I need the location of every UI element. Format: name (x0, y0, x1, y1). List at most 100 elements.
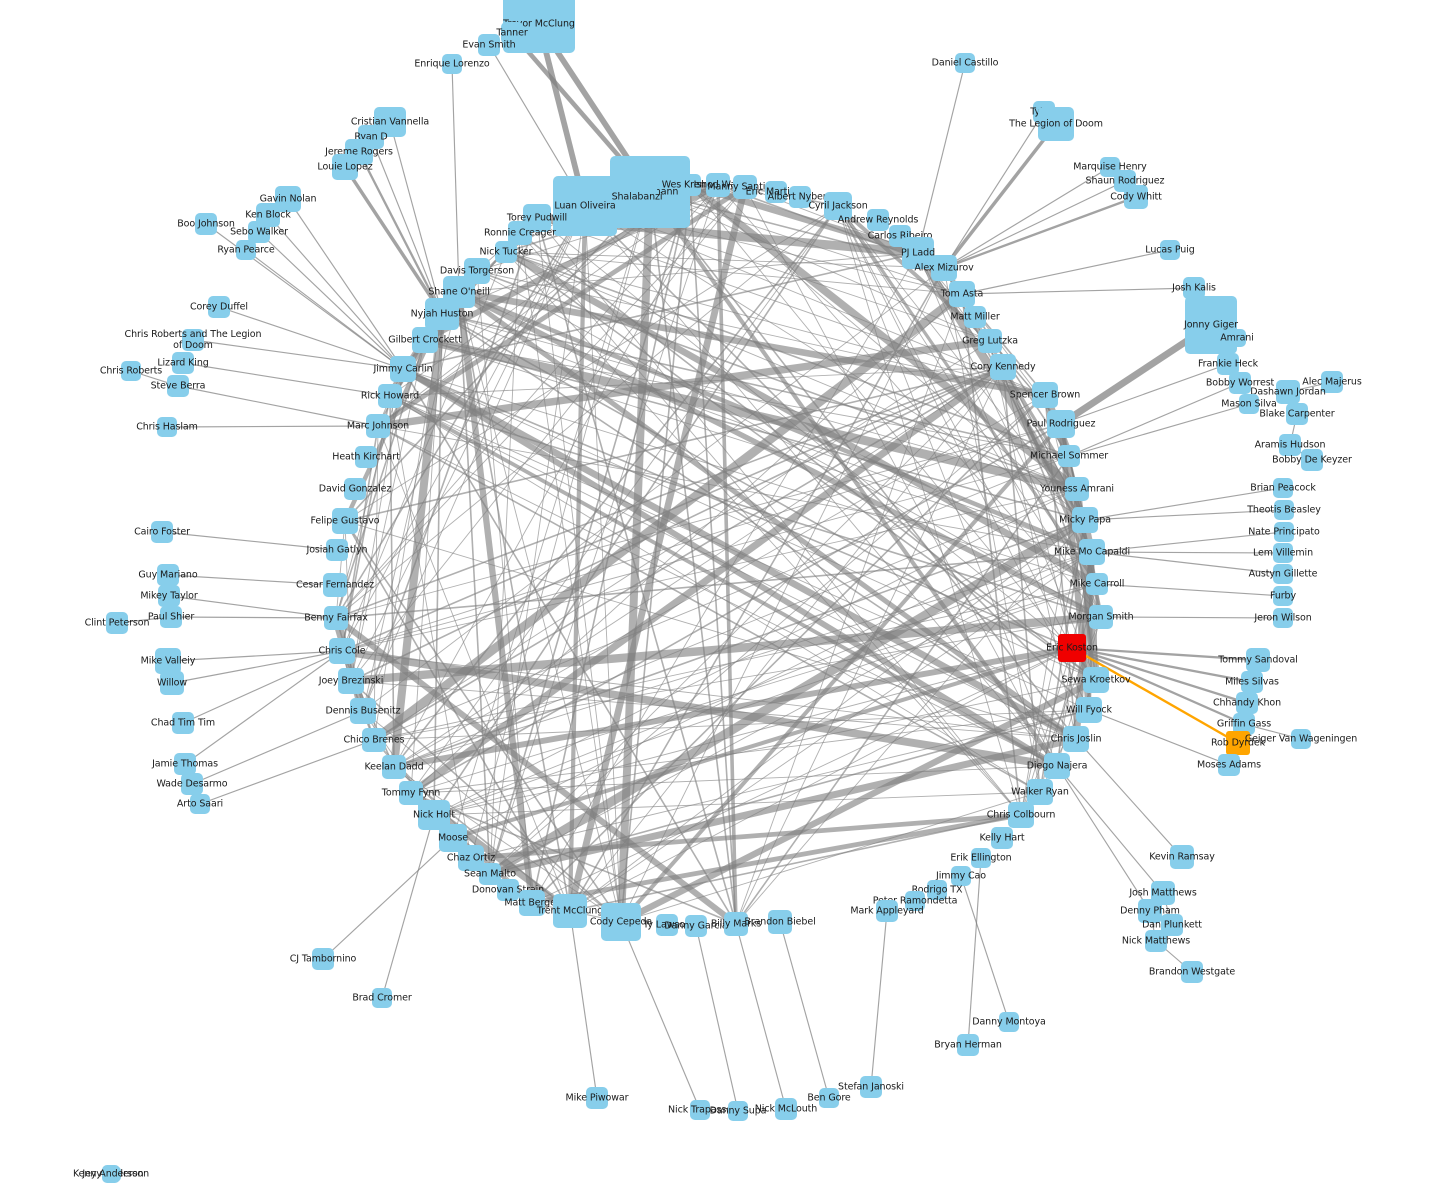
graph-node[interactable] (1076, 697, 1102, 723)
graph-node[interactable] (1217, 353, 1239, 375)
graph-node[interactable] (1239, 394, 1259, 414)
graph-node[interactable] (733, 175, 757, 199)
graph-node[interactable] (412, 327, 438, 353)
graph-node[interactable] (442, 54, 462, 74)
graph-node[interactable] (1279, 434, 1301, 456)
graph-node[interactable] (1072, 507, 1098, 533)
graph-node[interactable] (324, 606, 348, 630)
graph-node[interactable] (350, 698, 376, 724)
graph-node[interactable] (1229, 372, 1251, 394)
graph-node[interactable] (1138, 899, 1162, 923)
graph-node[interactable] (1032, 382, 1058, 408)
graph-node[interactable] (1276, 380, 1300, 404)
graph-node[interactable] (1301, 449, 1323, 471)
graph-node[interactable] (1228, 329, 1246, 347)
graph-node[interactable] (586, 1087, 608, 1109)
graph-node[interactable] (964, 306, 986, 328)
graph-node[interactable] (174, 753, 196, 775)
graph-node[interactable] (495, 241, 517, 263)
graph-node[interactable] (765, 181, 787, 203)
graph-node[interactable] (1241, 671, 1263, 693)
graph-node[interactable] (121, 361, 141, 381)
graph-node[interactable] (553, 894, 587, 928)
graph-node[interactable] (236, 240, 256, 260)
graph-node[interactable] (312, 948, 334, 970)
graph-node[interactable] (1246, 648, 1270, 672)
graph-node[interactable] (344, 478, 366, 500)
graph-node[interactable] (1161, 914, 1183, 936)
graph-node[interactable] (1291, 729, 1311, 749)
graph-node[interactable] (479, 863, 501, 885)
graph-node[interactable] (1273, 478, 1293, 498)
graph-node[interactable] (195, 213, 217, 235)
graph-node[interactable] (1027, 779, 1053, 805)
graph-node[interactable] (902, 237, 934, 269)
graph-node[interactable] (957, 1034, 979, 1056)
graph-node[interactable] (724, 912, 748, 936)
graph-node[interactable] (1321, 371, 1343, 393)
graph-node[interactable] (867, 209, 889, 231)
graph-node[interactable] (1058, 445, 1080, 467)
graph-node[interactable] (617, 177, 657, 217)
graph-node[interactable] (991, 827, 1013, 849)
graph-node[interactable] (1044, 753, 1070, 779)
graph-node[interactable] (685, 915, 707, 937)
graph-node[interactable] (332, 154, 358, 180)
graph-node[interactable] (390, 356, 416, 382)
graph-node[interactable] (160, 606, 182, 628)
graph-node[interactable] (1218, 754, 1240, 776)
graph-node[interactable] (1145, 930, 1167, 952)
graph-node[interactable] (332, 508, 358, 534)
graph-node[interactable] (167, 375, 189, 397)
graph-node[interactable] (182, 329, 204, 351)
graph-node[interactable] (1274, 522, 1294, 542)
graph-node[interactable] (248, 221, 270, 243)
graph-node[interactable] (819, 1088, 839, 1108)
graph-node[interactable] (951, 866, 971, 886)
graph-node[interactable] (1273, 586, 1293, 606)
graph-node[interactable] (905, 891, 925, 911)
graph-node[interactable] (1058, 634, 1086, 662)
graph-node[interactable] (999, 1012, 1019, 1032)
graph-node[interactable] (931, 255, 957, 281)
graph-node[interactable] (824, 192, 852, 220)
graph-node[interactable] (1008, 802, 1034, 828)
graph-node[interactable] (355, 446, 377, 468)
graph-node[interactable] (338, 668, 364, 694)
graph-node[interactable] (1226, 731, 1250, 755)
graph-node[interactable] (690, 1100, 710, 1120)
graph-node[interactable] (382, 755, 406, 779)
graph-node[interactable] (366, 414, 390, 438)
graph-node[interactable] (1286, 403, 1308, 425)
graph-node[interactable] (1079, 539, 1105, 565)
graph-node[interactable] (876, 900, 898, 922)
graph-node[interactable] (1124, 185, 1148, 209)
graph-node[interactable] (151, 521, 173, 543)
graph-node[interactable] (497, 879, 519, 901)
graph-node[interactable] (1170, 845, 1194, 869)
graph-node[interactable] (1089, 605, 1113, 629)
graph-node[interactable] (1065, 477, 1089, 501)
graph-node[interactable] (158, 585, 180, 607)
graph-node[interactable] (927, 880, 947, 900)
graph-node[interactable] (1160, 240, 1180, 260)
graph-node[interactable] (190, 794, 210, 814)
graph-node[interactable] (1086, 573, 1108, 595)
graph-node[interactable] (208, 296, 230, 318)
graph-node[interactable] (1273, 608, 1293, 628)
graph-node[interactable] (1233, 713, 1255, 735)
graph-node[interactable] (656, 914, 678, 936)
graph-node[interactable] (181, 773, 203, 795)
graph-node[interactable] (425, 298, 459, 330)
graph-node[interactable] (1083, 667, 1109, 693)
graph-node[interactable] (768, 910, 792, 934)
graph-node[interactable] (978, 329, 1002, 353)
graph-node[interactable] (1273, 543, 1293, 563)
graph-node[interactable] (679, 174, 701, 196)
graph-node[interactable] (378, 384, 402, 408)
graph-node[interactable] (949, 281, 975, 307)
graph-node[interactable] (1183, 277, 1205, 299)
graph-node[interactable] (172, 712, 194, 734)
graph-node[interactable] (601, 903, 641, 941)
